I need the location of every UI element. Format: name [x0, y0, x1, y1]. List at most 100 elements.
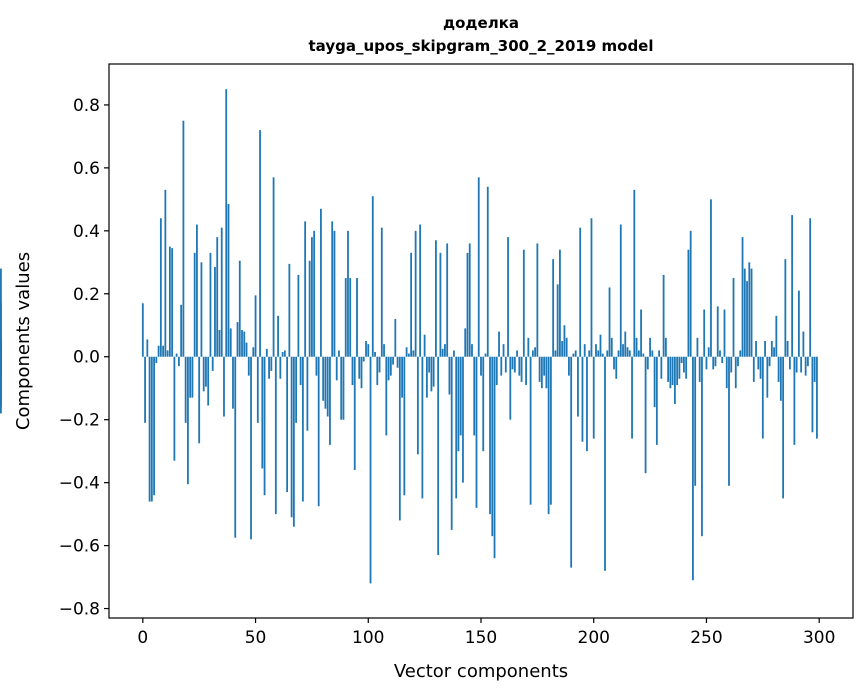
bar-224 — [646, 356, 649, 370]
bar-53 — [261, 356, 264, 469]
bar-214 — [624, 331, 627, 357]
bar-213 — [622, 344, 624, 357]
bar-17 — [180, 304, 183, 357]
bar-7 — [157, 345, 160, 357]
bar-106 — [380, 227, 383, 357]
bar-133 — [441, 348, 444, 357]
bar-246 — [696, 337, 699, 357]
bar-94 — [353, 356, 356, 471]
bar-169 — [522, 249, 525, 357]
bar-244 — [692, 356, 694, 581]
bar-240 — [683, 356, 685, 373]
bar-126 — [425, 356, 428, 398]
bar-286 — [786, 341, 789, 357]
bar-254 — [714, 356, 717, 367]
bar-251 — [707, 347, 710, 357]
bar-80 — [322, 356, 325, 401]
bar-109 — [387, 356, 390, 381]
bar-96 — [358, 356, 361, 379]
bar-41 — [234, 356, 237, 538]
bar-222 — [642, 353, 645, 357]
bar-206 — [606, 350, 609, 357]
bar-165 — [513, 356, 516, 373]
bar-288 — [791, 215, 794, 357]
bar-180 — [547, 356, 550, 515]
bar-297 — [811, 356, 814, 433]
bar-100 — [367, 344, 370, 357]
bar-113 — [396, 356, 399, 368]
bar-190 — [570, 356, 573, 568]
chart-title: доделка — [443, 14, 519, 32]
bar-230 — [660, 356, 663, 379]
bar-234 — [669, 356, 672, 389]
bar-281 — [775, 315, 778, 357]
y-tick-label: 0.0 — [73, 348, 100, 368]
bar-138 — [453, 350, 455, 357]
bar-125 — [423, 334, 426, 357]
bar-132 — [439, 252, 442, 357]
bar-61 — [279, 356, 282, 379]
bar-151 — [482, 356, 485, 452]
bar-277 — [766, 356, 769, 398]
bar-42 — [236, 322, 239, 357]
bar-186 — [561, 341, 564, 357]
bar-193 — [577, 356, 579, 417]
bar-146 — [471, 344, 473, 357]
bar-101 — [369, 356, 372, 584]
bar-30 — [209, 252, 212, 357]
bar-29 — [207, 356, 210, 406]
bar-33 — [216, 237, 219, 357]
bar-38 — [227, 204, 230, 357]
bar-137 — [450, 356, 453, 530]
bar-153 — [486, 186, 489, 357]
bar-290 — [795, 356, 798, 373]
bar-92 — [349, 278, 352, 357]
bar-70 — [299, 356, 302, 386]
bar-167 — [518, 356, 521, 376]
bar-74 — [308, 260, 311, 357]
bar-195 — [581, 356, 584, 442]
bar-158 — [498, 331, 500, 357]
bar-124 — [421, 356, 424, 499]
bar-10 — [164, 189, 167, 357]
bar-undefined — [0, 268, 2, 357]
bar-11 — [166, 350, 169, 357]
bar-45 — [243, 331, 246, 357]
bar-219 — [635, 337, 638, 357]
bar-88 — [340, 356, 343, 420]
bar-99 — [365, 341, 367, 357]
bar-64 — [286, 356, 289, 493]
bar-78 — [317, 356, 320, 507]
bar-178 — [543, 356, 546, 376]
bar-255 — [716, 306, 719, 357]
bar-144 — [466, 252, 469, 357]
y-tick-label: −0.6 — [59, 537, 100, 557]
bar-215 — [626, 347, 629, 357]
bar-229 — [658, 350, 661, 357]
bar-62 — [281, 352, 284, 357]
bar-278 — [768, 356, 771, 367]
bar-46 — [245, 342, 248, 357]
bar-273 — [757, 356, 760, 370]
bar-22 — [191, 356, 194, 398]
bar-115 — [401, 356, 403, 398]
bar-188 — [565, 337, 568, 357]
bar-76 — [313, 230, 316, 357]
bar-155 — [491, 356, 494, 537]
y-tick-label: 0.8 — [73, 96, 100, 116]
bar-86 — [335, 356, 338, 381]
bar-14 — [173, 356, 176, 461]
bar-235 — [671, 356, 674, 386]
bar-265 — [739, 350, 742, 357]
bar-250 — [705, 356, 708, 370]
bar-129 — [432, 356, 435, 387]
bar-59 — [274, 356, 277, 515]
bar-162 — [507, 237, 509, 357]
bar-26 — [200, 262, 203, 357]
bar-135 — [446, 243, 449, 357]
bar-279 — [770, 341, 773, 357]
bar-174 — [534, 347, 537, 357]
y-tick-label: 0.4 — [73, 222, 100, 242]
bar-184 — [556, 284, 559, 357]
bar-32 — [214, 267, 216, 357]
